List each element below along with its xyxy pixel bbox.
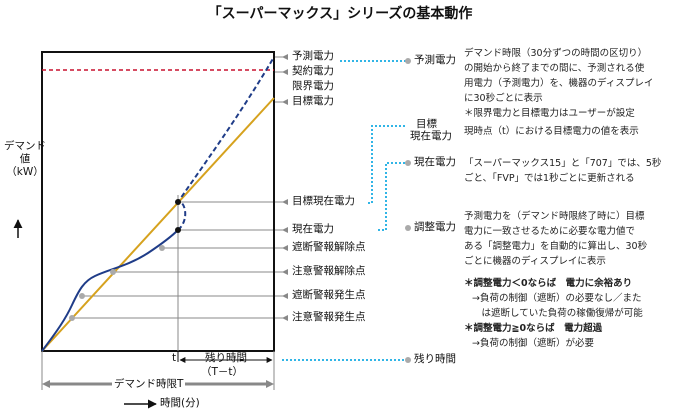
leader-current <box>378 162 406 231</box>
caution-release-dot <box>110 269 116 275</box>
leader-target-now <box>368 125 406 204</box>
description-current: 「スーパーマックス15」と「707」では、5秒 ごと、「FVP」では1秒ごとに更… <box>464 156 678 186</box>
label-limit: 限界電力 <box>292 80 334 92</box>
desc-adjust-line: 電力に一致させるために必要な電力値で <box>464 226 636 237</box>
desc-current-line: ごと、「FVP」では1秒ごとに更新される <box>464 173 635 184</box>
y-axis-label-line1: デマンド <box>4 140 46 152</box>
current-power-point <box>175 227 181 233</box>
label-caution-issue: 注意警報発生点 <box>292 311 366 323</box>
label-cutoff-release: 遮断警報解除点 <box>292 241 366 253</box>
label-cutoff-issue: 遮断警報発生点 <box>292 289 366 301</box>
label-current: 現在電力 <box>292 223 334 235</box>
right-label-remaining: 残り時間 <box>414 353 456 365</box>
chart-frame <box>41 51 275 352</box>
description-forecast: デマンド時限（30分ずつの時間の区切り） の開始から終了までの間に、予測される使… <box>464 46 678 121</box>
right-label-current: 現在電力 <box>414 156 456 168</box>
adjust-negative-condition: ＊調整電力＜0ならば 電力に余裕あり <box>464 278 633 289</box>
guide-lines <box>72 56 288 319</box>
forecast-curve <box>175 56 275 231</box>
right-label-target-now-line2: 現在電力 <box>410 130 452 143</box>
adjust-negative-note: →負荷の制御（遮断）の必要なし／また <box>472 293 642 304</box>
target-power-line <box>41 97 275 352</box>
diagram-title: 「スーパーマックス」シリーズの基本動作 <box>207 6 473 22</box>
label-caution-release: 注意警報解除点 <box>292 265 366 277</box>
target-now-point <box>175 199 181 205</box>
description-adjust: 予測電力を（デマンド時限終了時に）目標 電力に一致させるために必要な電力値で あ… <box>464 209 678 269</box>
adjust-negative-note: は遮断していた負荷の稼働復帰が可能 <box>472 308 643 319</box>
label-target: 目標電力 <box>292 95 334 107</box>
remaining-time-formula: （T－t） <box>201 366 244 378</box>
adjust-positive-note: →負荷の制御（遮断）が必要 <box>472 338 594 349</box>
cutoff-release-dot <box>159 245 165 251</box>
label-target-now: 目標現在電力 <box>292 195 355 207</box>
desc-forecast-line: の開始から終了までの間に、予測される使 <box>464 63 645 74</box>
label-forecast: 予測電力 <box>292 50 334 62</box>
adjust-positive-condition: ＊調整電力≧0ならば 電力超過 <box>464 323 603 334</box>
desc-target-now-line: 現時点（t）における目標電力の値を表示 <box>464 126 639 137</box>
label-contract: 契約電力 <box>292 65 334 77</box>
desc-forecast-line: デマンド時限（30分ずつの時間の区切り） <box>464 48 648 59</box>
leader-lines <box>282 60 406 361</box>
remaining-time-label: 残り時間 <box>205 352 247 364</box>
time-t-label: t <box>172 352 177 364</box>
y-axis-label: デマンド 値 （kW） <box>4 140 46 179</box>
y-axis-label-line2: 値 <box>19 153 31 165</box>
description-adjust-conditions: ＊調整電力＜0ならば 電力に余裕あり →負荷の制御（遮断）の必要なし／また は遮… <box>464 276 678 351</box>
desc-forecast-note: ＊限界電力と目標電力はユーザーが設定 <box>464 108 635 119</box>
desc-forecast-line: に30秒ごとに表示 <box>464 93 543 104</box>
right-label-target-now: 目標 現在電力 <box>410 118 452 142</box>
desc-adjust-line: ごとに機器のディスプレイに表示 <box>464 256 606 267</box>
caution-issue-dot <box>69 315 75 321</box>
cutoff-issue-dot <box>79 293 85 299</box>
demand-curve <box>41 229 179 352</box>
desc-current-line: 「スーパーマックス15」と「707」では、5秒 <box>464 158 662 169</box>
desc-forecast-line: 用電力（予測電力）を、機器のディスプレイ <box>464 78 654 89</box>
right-label-adjust: 調整電力 <box>414 221 456 233</box>
description-target-now: 現時点（t）における目標電力の値を表示 <box>464 124 678 139</box>
guide-arrowheads <box>282 54 288 321</box>
right-label-target-now-line1: 目標 <box>416 118 437 130</box>
desc-adjust-line: 予測電力を（デマンド時限終了時に）目標 <box>464 211 645 222</box>
right-bullets <box>405 58 411 363</box>
demand-period-label: デマンド時限T <box>112 378 186 391</box>
right-label-forecast: 予測電力 <box>414 54 456 66</box>
desc-adjust-line: ある「調整電力」を自動的に算出し、30秒 <box>464 241 648 252</box>
time-axis-label: 時間(分) <box>160 397 200 409</box>
y-axis-label-line3: （kW） <box>6 166 44 178</box>
